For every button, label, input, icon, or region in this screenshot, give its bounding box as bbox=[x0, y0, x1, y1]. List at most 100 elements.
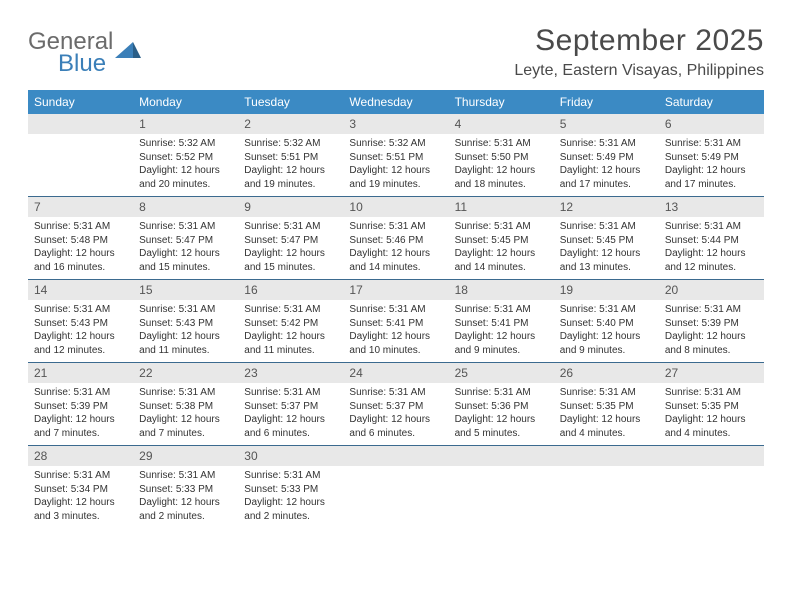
sunrise-text: Sunrise: 5:31 AM bbox=[244, 220, 337, 234]
day-cell: 8Sunrise: 5:31 AMSunset: 5:47 PMDaylight… bbox=[133, 197, 238, 279]
week-row: 01Sunrise: 5:32 AMSunset: 5:52 PMDayligh… bbox=[28, 114, 764, 197]
sunrise-text: Sunrise: 5:31 AM bbox=[139, 386, 232, 400]
sunset-text: Sunset: 5:37 PM bbox=[244, 400, 337, 414]
day-number: 9 bbox=[238, 197, 343, 217]
day-number: 6 bbox=[659, 114, 764, 134]
day-cell: 27Sunrise: 5:31 AMSunset: 5:35 PMDayligh… bbox=[659, 363, 764, 445]
sunset-text: Sunset: 5:41 PM bbox=[455, 317, 548, 331]
sunset-text: Sunset: 5:39 PM bbox=[665, 317, 758, 331]
day-details: Sunrise: 5:31 AMSunset: 5:35 PMDaylight:… bbox=[659, 383, 764, 444]
sunset-text: Sunset: 5:39 PM bbox=[34, 400, 127, 414]
day-cell: 28Sunrise: 5:31 AMSunset: 5:34 PMDayligh… bbox=[28, 446, 133, 528]
day-details: Sunrise: 5:31 AMSunset: 5:33 PMDaylight:… bbox=[133, 466, 238, 527]
day-details: Sunrise: 5:31 AMSunset: 5:41 PMDaylight:… bbox=[343, 300, 448, 361]
day-cell: 0 bbox=[659, 446, 764, 528]
day-label: Tuesday bbox=[238, 90, 343, 114]
day-label: Saturday bbox=[659, 90, 764, 114]
day-details: Sunrise: 5:31 AMSunset: 5:42 PMDaylight:… bbox=[238, 300, 343, 361]
day-details: Sunrise: 5:31 AMSunset: 5:36 PMDaylight:… bbox=[449, 383, 554, 444]
day-details: Sunrise: 5:31 AMSunset: 5:44 PMDaylight:… bbox=[659, 217, 764, 278]
day-number: 10 bbox=[343, 197, 448, 217]
sunset-text: Sunset: 5:47 PM bbox=[244, 234, 337, 248]
day-number: 7 bbox=[28, 197, 133, 217]
daylight-text: Daylight: 12 hours and 18 minutes. bbox=[455, 164, 548, 191]
sunrise-text: Sunrise: 5:31 AM bbox=[560, 303, 653, 317]
day-label: Friday bbox=[554, 90, 659, 114]
day-number: 0 bbox=[343, 446, 448, 466]
sunrise-text: Sunrise: 5:31 AM bbox=[139, 303, 232, 317]
day-details: Sunrise: 5:31 AMSunset: 5:49 PMDaylight:… bbox=[554, 134, 659, 195]
sunset-text: Sunset: 5:51 PM bbox=[244, 151, 337, 165]
sunrise-text: Sunrise: 5:31 AM bbox=[244, 469, 337, 483]
daylight-text: Daylight: 12 hours and 17 minutes. bbox=[665, 164, 758, 191]
daylight-text: Daylight: 12 hours and 14 minutes. bbox=[455, 247, 548, 274]
day-cell: 25Sunrise: 5:31 AMSunset: 5:36 PMDayligh… bbox=[449, 363, 554, 445]
daylight-text: Daylight: 12 hours and 15 minutes. bbox=[244, 247, 337, 274]
day-number: 8 bbox=[133, 197, 238, 217]
day-cell: 29Sunrise: 5:31 AMSunset: 5:33 PMDayligh… bbox=[133, 446, 238, 528]
sunset-text: Sunset: 5:50 PM bbox=[455, 151, 548, 165]
sunset-text: Sunset: 5:43 PM bbox=[139, 317, 232, 331]
daylight-text: Daylight: 12 hours and 15 minutes. bbox=[139, 247, 232, 274]
daylight-text: Daylight: 12 hours and 19 minutes. bbox=[349, 164, 442, 191]
daylight-text: Daylight: 12 hours and 2 minutes. bbox=[244, 496, 337, 523]
sunset-text: Sunset: 5:48 PM bbox=[34, 234, 127, 248]
day-details: Sunrise: 5:31 AMSunset: 5:48 PMDaylight:… bbox=[28, 217, 133, 278]
day-cell: 30Sunrise: 5:31 AMSunset: 5:33 PMDayligh… bbox=[238, 446, 343, 528]
sunset-text: Sunset: 5:45 PM bbox=[560, 234, 653, 248]
day-cell: 13Sunrise: 5:31 AMSunset: 5:44 PMDayligh… bbox=[659, 197, 764, 279]
triangle-icon bbox=[115, 42, 141, 62]
daylight-text: Daylight: 12 hours and 7 minutes. bbox=[139, 413, 232, 440]
sunrise-text: Sunrise: 5:31 AM bbox=[349, 220, 442, 234]
sunrise-text: Sunrise: 5:31 AM bbox=[244, 303, 337, 317]
sunrise-text: Sunrise: 5:31 AM bbox=[244, 386, 337, 400]
daylight-text: Daylight: 12 hours and 11 minutes. bbox=[139, 330, 232, 357]
day-details: Sunrise: 5:31 AMSunset: 5:37 PMDaylight:… bbox=[343, 383, 448, 444]
daylight-text: Daylight: 12 hours and 2 minutes. bbox=[139, 496, 232, 523]
sunset-text: Sunset: 5:38 PM bbox=[139, 400, 232, 414]
day-number: 25 bbox=[449, 363, 554, 383]
day-cell: 12Sunrise: 5:31 AMSunset: 5:45 PMDayligh… bbox=[554, 197, 659, 279]
day-details: Sunrise: 5:31 AMSunset: 5:45 PMDaylight:… bbox=[554, 217, 659, 278]
day-number: 0 bbox=[554, 446, 659, 466]
day-cell: 19Sunrise: 5:31 AMSunset: 5:40 PMDayligh… bbox=[554, 280, 659, 362]
daylight-text: Daylight: 12 hours and 10 minutes. bbox=[349, 330, 442, 357]
sunrise-text: Sunrise: 5:31 AM bbox=[349, 303, 442, 317]
daylight-text: Daylight: 12 hours and 17 minutes. bbox=[560, 164, 653, 191]
weeks-container: 01Sunrise: 5:32 AMSunset: 5:52 PMDayligh… bbox=[28, 114, 764, 528]
brand-logo: General Blue bbox=[28, 30, 141, 76]
day-details: Sunrise: 5:31 AMSunset: 5:35 PMDaylight:… bbox=[554, 383, 659, 444]
day-cell: 5Sunrise: 5:31 AMSunset: 5:49 PMDaylight… bbox=[554, 114, 659, 196]
day-number: 20 bbox=[659, 280, 764, 300]
day-number: 5 bbox=[554, 114, 659, 134]
daylight-text: Daylight: 12 hours and 9 minutes. bbox=[560, 330, 653, 357]
daylight-text: Daylight: 12 hours and 6 minutes. bbox=[244, 413, 337, 440]
day-label: Monday bbox=[133, 90, 238, 114]
daylight-text: Daylight: 12 hours and 9 minutes. bbox=[455, 330, 548, 357]
calendar-page: General Blue September 2025 Leyte, Easte… bbox=[0, 0, 792, 546]
day-details: Sunrise: 5:31 AMSunset: 5:41 PMDaylight:… bbox=[449, 300, 554, 361]
day-number: 17 bbox=[343, 280, 448, 300]
sunset-text: Sunset: 5:49 PM bbox=[665, 151, 758, 165]
day-number: 1 bbox=[133, 114, 238, 134]
day-number: 13 bbox=[659, 197, 764, 217]
sunrise-text: Sunrise: 5:31 AM bbox=[560, 220, 653, 234]
day-details: Sunrise: 5:31 AMSunset: 5:43 PMDaylight:… bbox=[28, 300, 133, 361]
day-header-row: Sunday Monday Tuesday Wednesday Thursday… bbox=[28, 90, 764, 114]
sunrise-text: Sunrise: 5:31 AM bbox=[455, 220, 548, 234]
sunset-text: Sunset: 5:49 PM bbox=[560, 151, 653, 165]
day-number: 2 bbox=[238, 114, 343, 134]
day-cell: 18Sunrise: 5:31 AMSunset: 5:41 PMDayligh… bbox=[449, 280, 554, 362]
sunset-text: Sunset: 5:42 PM bbox=[244, 317, 337, 331]
day-number: 0 bbox=[659, 446, 764, 466]
daylight-text: Daylight: 12 hours and 13 minutes. bbox=[560, 247, 653, 274]
day-cell: 0 bbox=[28, 114, 133, 196]
sunrise-text: Sunrise: 5:31 AM bbox=[665, 137, 758, 151]
day-cell: 2Sunrise: 5:32 AMSunset: 5:51 PMDaylight… bbox=[238, 114, 343, 196]
sunset-text: Sunset: 5:47 PM bbox=[139, 234, 232, 248]
week-row: 7Sunrise: 5:31 AMSunset: 5:48 PMDaylight… bbox=[28, 197, 764, 280]
day-number: 18 bbox=[449, 280, 554, 300]
day-details: Sunrise: 5:31 AMSunset: 5:43 PMDaylight:… bbox=[133, 300, 238, 361]
day-cell: 1Sunrise: 5:32 AMSunset: 5:52 PMDaylight… bbox=[133, 114, 238, 196]
day-cell: 22Sunrise: 5:31 AMSunset: 5:38 PMDayligh… bbox=[133, 363, 238, 445]
